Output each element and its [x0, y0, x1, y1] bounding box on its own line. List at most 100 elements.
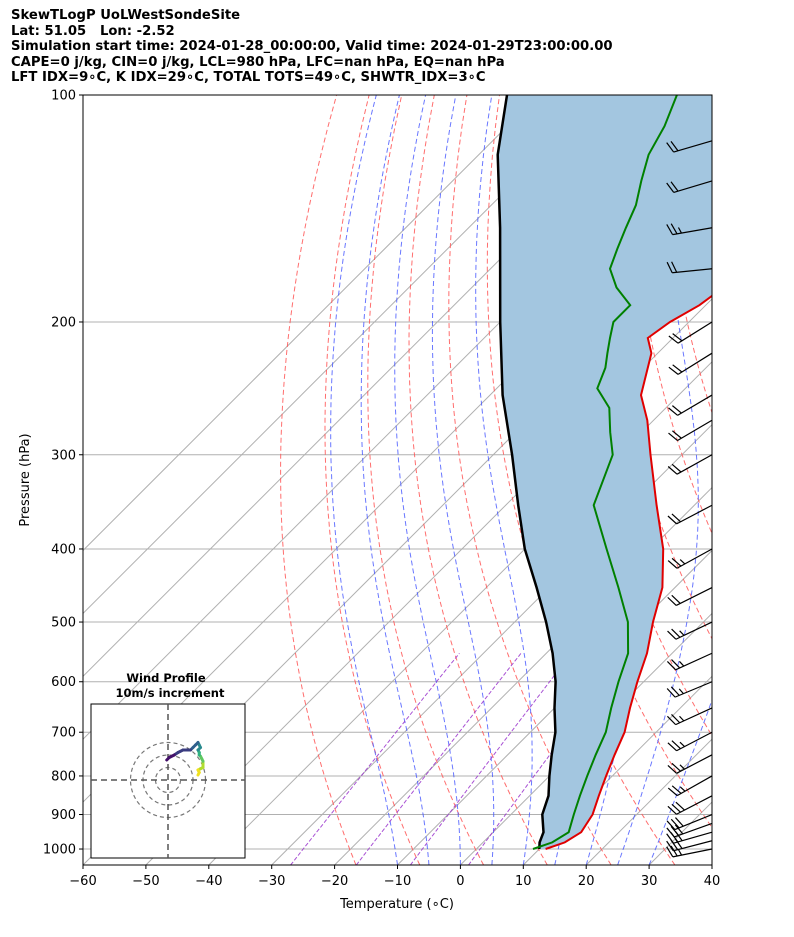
wind-barb-staff: [674, 822, 713, 838]
parcel-profile-line: [496, 95, 557, 850]
wind-barb-full: [671, 594, 681, 604]
wind-barb-full: [671, 513, 681, 523]
wind-barb-full: [671, 463, 682, 473]
wind-barb-full: [670, 181, 679, 192]
wind-barb-staff: [676, 775, 713, 797]
wind-barb-staff: [676, 454, 713, 475]
wind-barb-full: [666, 715, 677, 726]
wind-barb-half: [679, 764, 685, 770]
wind-barb-full: [670, 223, 678, 235]
y-tick-label: 400: [51, 542, 76, 557]
instability-shading: [497, 95, 712, 849]
wind-barb-full: [666, 846, 674, 858]
wind-barb-half: [679, 786, 686, 792]
moist-adiabat: [617, 95, 699, 865]
y-tick-label: 700: [51, 726, 76, 741]
moist-adiabat: [431, 95, 495, 865]
wind-barb-full: [666, 224, 674, 235]
chart-title-block: SkewTLogP UoLWestSondeSite Lat: 51.05 Lo…: [11, 8, 613, 86]
wind-barb: [668, 321, 713, 344]
y-tick-label: 900: [51, 808, 76, 823]
x-axis: −60 −50 −40 −30 −20 −10 0 10 20 30 40: [69, 865, 720, 889]
wind-barb-full: [667, 630, 677, 640]
temperature-profile-line: [545, 294, 712, 850]
wind-barb-full: [666, 840, 674, 852]
dry-adiabat: [280, 95, 357, 865]
wind-barbs: [666, 140, 713, 858]
wind-barb-full: [670, 141, 679, 152]
wind-barb-half: [677, 849, 683, 856]
wind-barb-full: [666, 182, 675, 193]
y-tick-label: 600: [51, 675, 76, 690]
title-line-1: SkewTLogP UoLWestSondeSite: [11, 8, 241, 23]
wind-barb-staff: [672, 848, 713, 858]
wind-barb: [667, 548, 713, 569]
hodograph-segment: [165, 756, 171, 762]
wind-barb: [667, 754, 713, 774]
wind-barb: [666, 180, 713, 193]
wind-barb-full: [666, 833, 675, 844]
y-axis: 100 200 300 400 500 600 700 800 900 1000: [43, 89, 83, 858]
wind-barb-full: [667, 787, 678, 797]
y-tick-label: 800: [51, 769, 76, 784]
wind-barb: [668, 394, 713, 416]
wind-barb-full: [668, 407, 678, 416]
wind-barb: [667, 454, 713, 475]
wind-barb-staff: [674, 681, 713, 698]
isotherm-line: [397, 549, 712, 865]
wind-barb-half: [679, 559, 686, 565]
wind-barb-full: [667, 742, 677, 752]
wind-barb-staff: [675, 587, 713, 606]
wind-barb-full: [670, 818, 680, 829]
x-tick-label: −30: [258, 874, 285, 889]
wind-barb-staff: [677, 321, 713, 344]
wind-barb-staff: [675, 707, 713, 726]
wind-barb: [666, 707, 713, 726]
wind-barb-staff: [676, 548, 713, 569]
wind-barb-half: [678, 688, 684, 695]
hodograph-inset: Wind Profile 10m/s increment: [90, 671, 246, 859]
sounding-profiles: [496, 95, 712, 850]
moist-adiabat: [330, 95, 398, 865]
wind-barb-full: [671, 557, 682, 567]
wind-barb: [667, 775, 713, 797]
y-tick-label: 200: [51, 315, 76, 330]
y-axis-label: Pressure (hPa): [18, 433, 33, 526]
wind-barb-full: [668, 432, 678, 442]
moist-adiabat: [360, 95, 430, 865]
x-tick-label: −10: [384, 874, 411, 889]
wind-barb-full: [674, 824, 684, 835]
wind-barb-half: [679, 741, 685, 747]
dry-adiabat: [367, 95, 485, 865]
wind-barb-full: [671, 628, 681, 638]
wind-barb: [666, 261, 713, 274]
title-line-4: CAPE=0 j/kg, CIN=0 j/kg, LCL=980 hPa, LF…: [11, 54, 505, 70]
wind-barb: [667, 504, 713, 525]
hodograph-subtitle: 10m/s increment: [116, 686, 225, 700]
isotherm-line: [83, 95, 539, 552]
wind-barb-full: [671, 785, 682, 794]
title-line-2: Lat: 51.05 Lon: -2.52: [11, 23, 175, 39]
wind-barb: [668, 419, 713, 442]
wind-barb: [667, 587, 713, 606]
isotherm-line: [522, 675, 712, 865]
wind-barb-staff: [673, 831, 713, 844]
wind-barb: [668, 352, 713, 375]
wind-barb-staff: [675, 652, 713, 671]
dry-adiabat: [324, 95, 421, 865]
wind-barb-full: [671, 803, 681, 813]
wind-barb-full: [667, 560, 678, 569]
hodograph-plot: [91, 704, 245, 858]
wind-barb: [667, 731, 713, 752]
wind-barb-full: [668, 335, 679, 344]
wind-barb-half: [679, 715, 685, 722]
wind-barb-full: [666, 827, 675, 838]
wind-barb-full: [671, 740, 681, 750]
x-axis-label: Temperature (∘C): [339, 897, 454, 912]
wind-barb-full: [675, 801, 685, 811]
x-tick-label: 40: [704, 874, 721, 889]
x-tick-label: 10: [515, 874, 532, 889]
wind-barb-full: [674, 817, 684, 827]
mixing-ratio-line: [409, 652, 572, 865]
x-tick-label: −20: [321, 874, 348, 889]
